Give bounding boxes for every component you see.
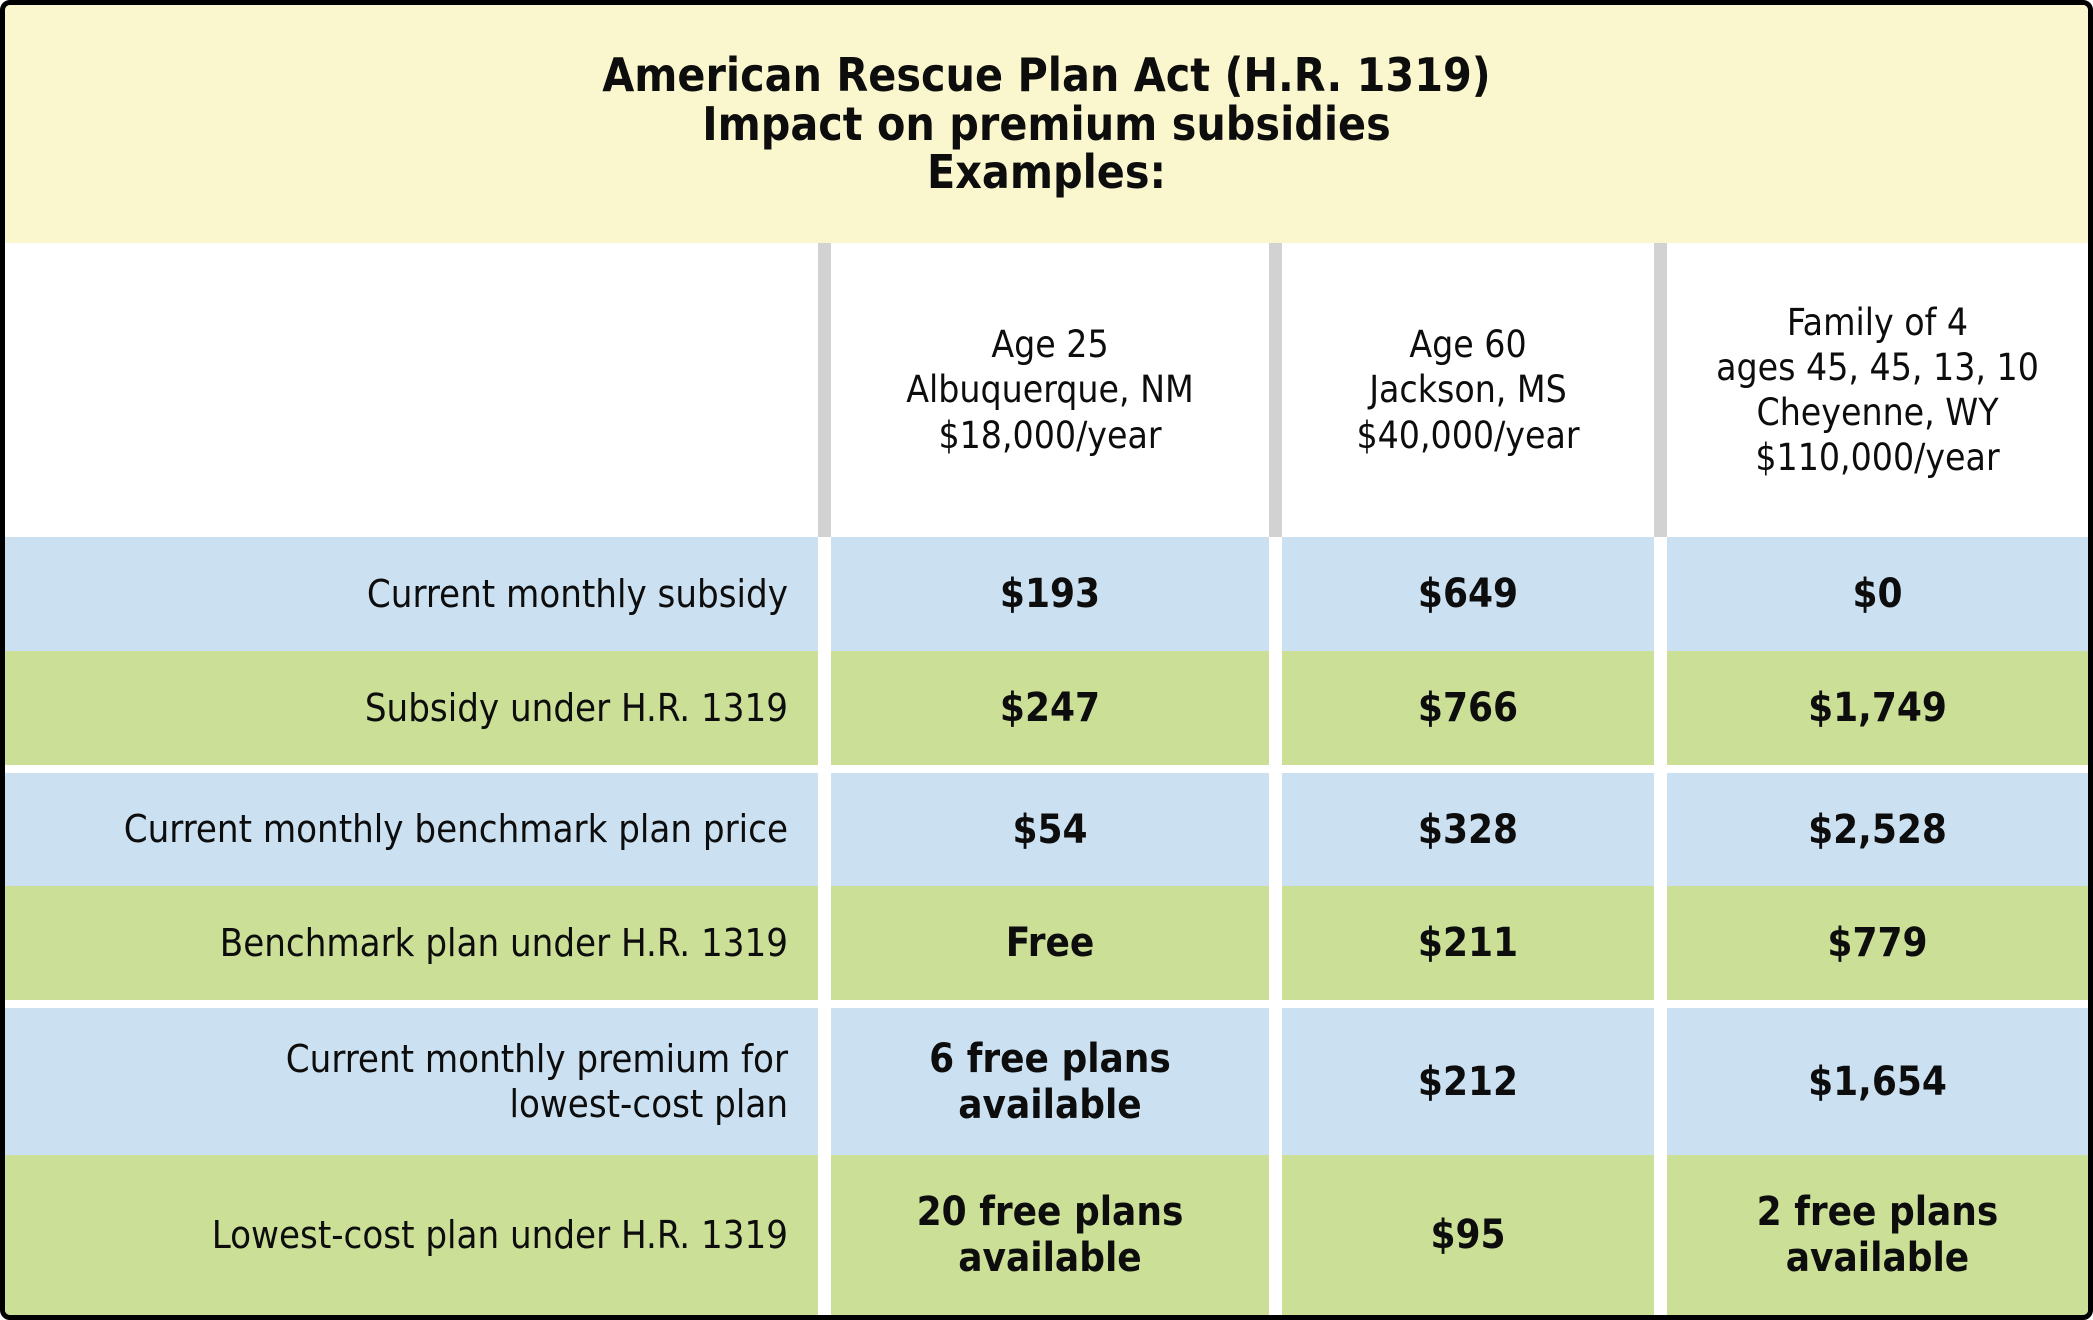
column-gap [818, 886, 831, 1000]
column-gap [818, 537, 831, 651]
value-cell: $0 [1667, 537, 2088, 651]
column-header-family-of-4: Family of 4 ages 45, 45, 13, 10 Cheyenne… [1716, 300, 2039, 480]
header-spacer [5, 243, 818, 537]
column-divider [1654, 243, 1667, 537]
value-cell: $766 [1282, 651, 1654, 765]
row-group-gap [5, 765, 2088, 773]
value-cell: Free [831, 886, 1269, 1000]
figure-title: American Rescue Plan Act (H.R. 1319) Imp… [602, 47, 1491, 200]
column-gap [818, 651, 831, 765]
table-row-lowest-cost-under-hr1319: Lowest-cost plan under H.R. 1319 20 free… [5, 1155, 2088, 1315]
row-group-gap [5, 1000, 2088, 1008]
value-cell: 6 free plans available [831, 1008, 1269, 1155]
column-gap [1269, 537, 1282, 651]
column-header-row: Age 25 Albuquerque, NM $18,000/year Age … [5, 243, 2088, 537]
column-gap [1269, 773, 1282, 886]
column-divider [818, 243, 831, 537]
column-gap [1269, 886, 1282, 1000]
column-gap [1654, 1155, 1667, 1315]
title-band: American Rescue Plan Act (H.R. 1319) Imp… [5, 5, 2088, 243]
row-label: Lowest-cost plan under H.R. 1319 [5, 1155, 818, 1315]
value-cell: $247 [831, 651, 1269, 765]
table-row-subsidy-under-hr1319: Subsidy under H.R. 1319 $247 $766 $1,749 [5, 651, 2088, 765]
value-cell: $649 [1282, 537, 1654, 651]
column-gap [1654, 651, 1667, 765]
value-cell: $211 [1282, 886, 1654, 1000]
row-label: Benchmark plan under H.R. 1319 [5, 886, 818, 1000]
value-cell: $779 [1667, 886, 2088, 1000]
column-gap [1654, 537, 1667, 651]
value-cell: $95 [1282, 1155, 1654, 1315]
column-gap [1269, 651, 1282, 765]
value-cell: $2,528 [1667, 773, 2088, 886]
table-row-benchmark-under-hr1319: Benchmark plan under H.R. 1319 Free $211… [5, 886, 2088, 1000]
column-gap [1654, 773, 1667, 886]
row-label: Current monthly premium for lowest-cost … [5, 1008, 818, 1155]
column-header-age-25: Age 25 Albuquerque, NM $18,000/year [906, 323, 1194, 457]
column-gap [818, 773, 831, 886]
value-cell: $1,654 [1667, 1008, 2088, 1155]
column-gap [1654, 1008, 1667, 1155]
column-gap [1269, 1008, 1282, 1155]
column-header-age-60: Age 60 Jackson, MS $40,000/year [1356, 323, 1580, 457]
row-label: Current monthly benchmark plan price [5, 773, 818, 886]
column-gap [1654, 886, 1667, 1000]
table-row-current-lowest-cost-premium: Current monthly premium for lowest-cost … [5, 1008, 2088, 1155]
column-gap [818, 1008, 831, 1155]
value-cell: $212 [1282, 1008, 1654, 1155]
value-cell: 2 free plans available [1667, 1155, 2088, 1315]
value-cell: 20 free plans available [831, 1155, 1269, 1315]
row-label: Current monthly subsidy [5, 537, 818, 651]
column-gap [818, 1155, 831, 1315]
table-row-current-benchmark-price: Current monthly benchmark plan price $54… [5, 773, 2088, 886]
column-divider [1269, 243, 1282, 537]
value-cell: $54 [831, 773, 1269, 886]
value-cell: $328 [1282, 773, 1654, 886]
value-cell: $1,749 [1667, 651, 2088, 765]
value-cell: $193 [831, 537, 1269, 651]
row-label: Subsidy under H.R. 1319 [5, 651, 818, 765]
column-gap [1269, 1155, 1282, 1315]
table-row-current-monthly-subsidy: Current monthly subsidy $193 $649 $0 [5, 537, 2088, 651]
